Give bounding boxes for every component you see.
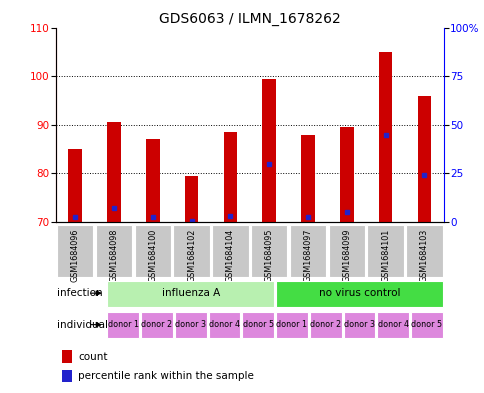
Text: percentile rank within the sample: percentile rank within the sample	[78, 371, 254, 381]
Text: GSM1684095: GSM1684095	[264, 228, 273, 282]
Bar	[95, 224, 132, 277]
Text: donor 1: donor 1	[107, 320, 138, 329]
Bar	[173, 224, 210, 277]
Bar	[175, 312, 206, 338]
Bar	[405, 224, 442, 277]
Bar	[61, 350, 72, 363]
Bar	[275, 281, 442, 307]
Title: GDS6063 / ILMN_1678262: GDS6063 / ILMN_1678262	[159, 13, 340, 26]
Text: GSM1684104: GSM1684104	[226, 228, 234, 281]
Text: donor 5: donor 5	[410, 320, 441, 329]
Bar	[289, 224, 326, 277]
Text: GSM1684102: GSM1684102	[187, 228, 196, 282]
Bar	[377, 312, 408, 338]
Bar	[417, 95, 430, 222]
Text: donor 4: donor 4	[209, 320, 240, 329]
Bar	[223, 132, 237, 222]
Bar	[366, 224, 403, 277]
Bar	[242, 312, 273, 338]
Text: GSM1684098: GSM1684098	[109, 228, 118, 282]
Text: influenza A: influenza A	[161, 288, 219, 298]
Bar	[134, 224, 171, 277]
Bar	[146, 140, 159, 222]
Text: donor 3: donor 3	[175, 320, 206, 329]
Bar	[208, 312, 240, 338]
Bar	[410, 312, 442, 338]
Bar	[61, 370, 72, 382]
Text: donor 5: donor 5	[242, 320, 273, 329]
Bar	[107, 122, 121, 222]
Bar	[141, 312, 172, 338]
Text: donor 2: donor 2	[309, 320, 341, 329]
Text: individual: individual	[57, 320, 108, 330]
Text: donor 2: donor 2	[141, 320, 172, 329]
Bar	[309, 312, 341, 338]
Bar	[262, 79, 275, 222]
Text: infection: infection	[57, 288, 103, 298]
Text: donor 4: donor 4	[377, 320, 408, 329]
Bar	[212, 224, 248, 277]
Bar	[378, 52, 392, 222]
Text: GSM1684100: GSM1684100	[148, 228, 157, 281]
Bar	[328, 224, 364, 277]
Text: GSM1684097: GSM1684097	[303, 228, 312, 282]
Bar	[301, 134, 314, 222]
Bar	[250, 224, 287, 277]
Bar	[57, 224, 93, 277]
Text: donor 3: donor 3	[343, 320, 374, 329]
Bar	[184, 176, 198, 222]
Text: GSM1684099: GSM1684099	[342, 228, 350, 282]
Bar	[275, 312, 307, 338]
Text: GSM1684103: GSM1684103	[419, 228, 428, 281]
Text: no virus control: no virus control	[318, 288, 399, 298]
Text: count: count	[78, 351, 107, 362]
Text: GSM1684101: GSM1684101	[380, 228, 389, 281]
Text: donor 1: donor 1	[276, 320, 307, 329]
Bar	[68, 149, 82, 222]
Bar	[339, 127, 353, 222]
Text: GSM1684096: GSM1684096	[71, 228, 79, 282]
Bar	[343, 312, 375, 338]
Bar	[107, 312, 139, 338]
Bar	[107, 281, 273, 307]
